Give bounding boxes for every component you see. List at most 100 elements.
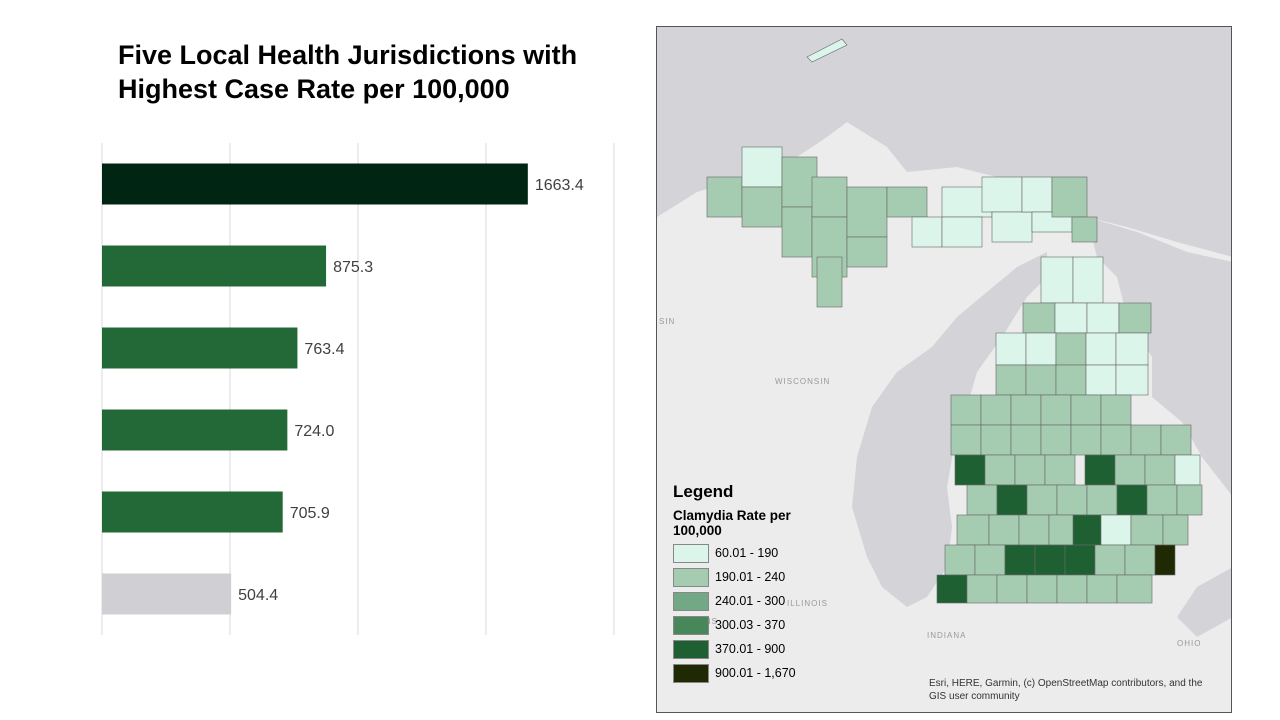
map-attribution: Esri, HERE, Garmin, (c) OpenStreetMap co… <box>929 678 1203 702</box>
county[interactable] <box>1070 424 1102 456</box>
county[interactable] <box>1056 574 1088 604</box>
county[interactable] <box>1084 454 1116 486</box>
county[interactable] <box>1040 424 1072 456</box>
michigan-map[interactable]: WISCONSIN ILLINOIS ILLINOIS INDIANA OHIO… <box>656 26 1232 713</box>
county[interactable] <box>981 176 1023 213</box>
county[interactable] <box>1100 514 1132 546</box>
bar <box>102 245 327 287</box>
chart-title: Five Local Health Jurisdictions with Hig… <box>118 40 578 104</box>
county[interactable] <box>1115 364 1149 396</box>
county[interactable] <box>1071 216 1098 243</box>
county[interactable] <box>974 544 1006 576</box>
county[interactable] <box>846 236 888 268</box>
county[interactable] <box>1026 484 1058 516</box>
county[interactable] <box>1100 424 1132 456</box>
county[interactable] <box>984 454 1016 486</box>
county[interactable] <box>1176 484 1203 516</box>
county[interactable] <box>980 424 1012 456</box>
county[interactable] <box>950 424 982 456</box>
county[interactable] <box>1160 424 1192 456</box>
legend-swatch <box>673 567 709 587</box>
bar-value-label: 724.0 <box>294 423 334 440</box>
legend-label: 900.01 - 1,670 <box>715 666 796 680</box>
county[interactable] <box>1154 544 1176 576</box>
county[interactable] <box>995 364 1027 396</box>
county[interactable] <box>1116 484 1148 516</box>
county[interactable] <box>1085 364 1117 396</box>
county[interactable] <box>941 216 983 248</box>
county[interactable] <box>950 394 982 426</box>
label-indiana: INDIANA <box>927 631 967 640</box>
county[interactable] <box>1010 394 1042 426</box>
county[interactable] <box>1056 484 1088 516</box>
county[interactable] <box>944 544 976 576</box>
county[interactable] <box>1044 454 1076 486</box>
county[interactable] <box>1144 454 1176 486</box>
bar-value-label: 1663.4 <box>535 177 584 194</box>
county[interactable] <box>1070 394 1102 426</box>
county[interactable] <box>706 176 743 218</box>
county[interactable] <box>1034 544 1066 576</box>
county[interactable] <box>1018 514 1050 546</box>
county[interactable] <box>846 186 888 238</box>
county[interactable] <box>1022 302 1056 334</box>
county[interactable] <box>1174 454 1201 486</box>
county[interactable] <box>1021 176 1053 213</box>
county[interactable] <box>988 514 1020 546</box>
county[interactable] <box>1124 544 1156 576</box>
county[interactable] <box>1055 332 1087 366</box>
county[interactable] <box>1130 514 1164 546</box>
county[interactable] <box>1116 574 1153 604</box>
county[interactable] <box>1085 332 1117 366</box>
map-legend: Legend Clamydia Rate per 100,000 60.01 -… <box>673 482 803 685</box>
county[interactable] <box>1118 302 1152 334</box>
county[interactable] <box>1146 484 1178 516</box>
county[interactable] <box>1004 544 1036 576</box>
county[interactable] <box>911 216 943 248</box>
bar <box>102 409 288 451</box>
county[interactable] <box>956 514 990 546</box>
county[interactable] <box>1064 544 1096 576</box>
county[interactable] <box>1026 574 1058 604</box>
county[interactable] <box>1086 484 1118 516</box>
county[interactable] <box>1014 454 1046 486</box>
county[interactable] <box>1114 454 1146 486</box>
county[interactable] <box>1051 176 1088 218</box>
county[interactable] <box>1100 394 1132 426</box>
county[interactable] <box>966 574 998 604</box>
county[interactable] <box>741 186 783 228</box>
county[interactable] <box>1040 394 1072 426</box>
county[interactable] <box>1025 364 1057 396</box>
county[interactable] <box>741 146 783 188</box>
county[interactable] <box>954 454 986 486</box>
county[interactable] <box>816 256 843 308</box>
bar-value-label: 875.3 <box>333 259 373 276</box>
county[interactable] <box>1094 544 1126 576</box>
county[interactable] <box>886 186 928 218</box>
legend-subtitle: Clamydia Rate per 100,000 <box>673 508 791 538</box>
county[interactable] <box>1025 332 1057 366</box>
legend-swatch <box>673 639 709 659</box>
legend-item: 900.01 - 1,670 <box>673 661 803 685</box>
county[interactable] <box>1055 364 1087 396</box>
county[interactable] <box>1072 514 1102 546</box>
county[interactable] <box>1072 256 1104 304</box>
county[interactable] <box>1010 424 1042 456</box>
county[interactable] <box>811 176 848 218</box>
county[interactable] <box>1040 256 1074 304</box>
county[interactable] <box>995 332 1027 366</box>
county[interactable] <box>996 484 1028 516</box>
county[interactable] <box>991 211 1033 243</box>
county[interactable] <box>781 156 818 208</box>
county[interactable] <box>1086 302 1120 334</box>
county[interactable] <box>781 206 813 258</box>
county[interactable] <box>980 394 1012 426</box>
county[interactable] <box>1162 514 1189 546</box>
county[interactable] <box>996 574 1028 604</box>
county[interactable] <box>1115 332 1149 366</box>
county[interactable] <box>1054 302 1088 334</box>
county[interactable] <box>936 574 968 604</box>
county[interactable] <box>1130 424 1162 456</box>
county[interactable] <box>1086 574 1118 604</box>
county[interactable] <box>966 484 998 516</box>
